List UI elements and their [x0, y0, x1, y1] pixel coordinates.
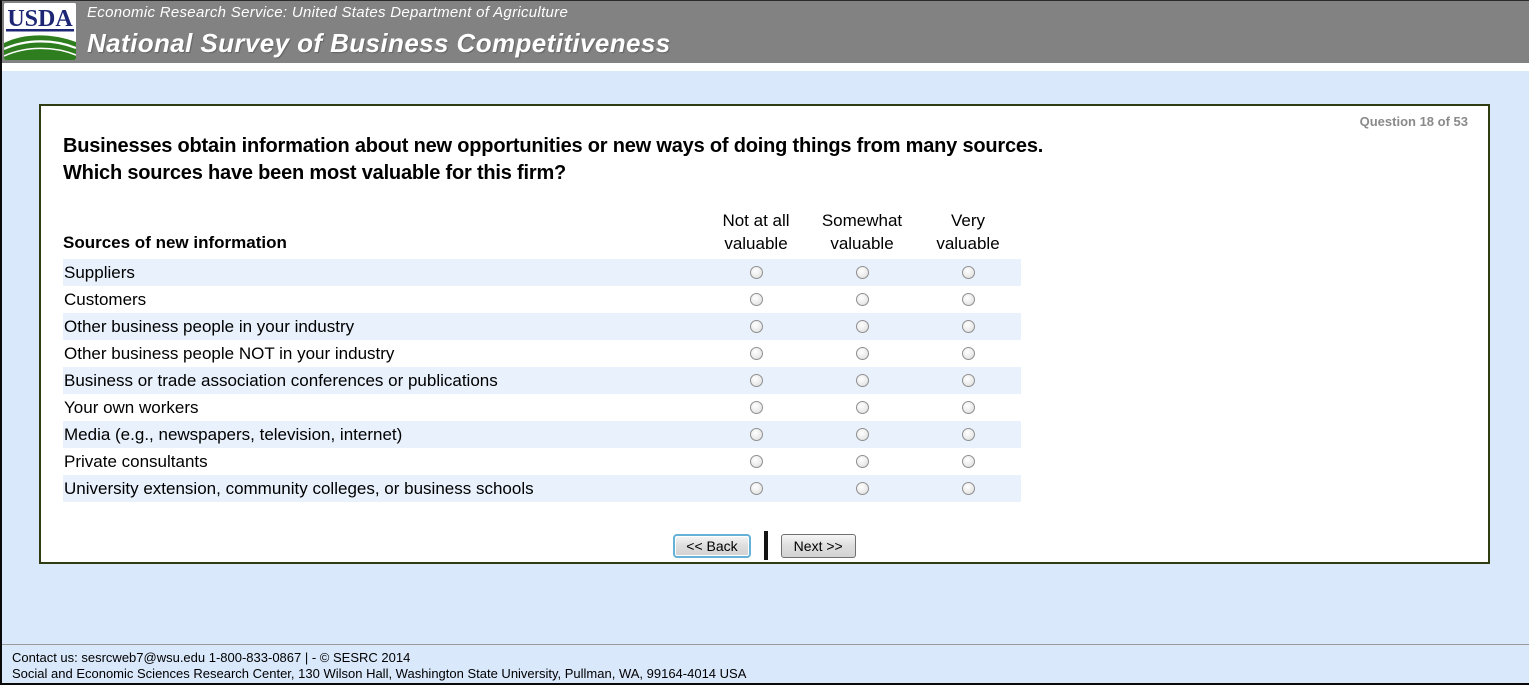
- footer-address-line: Social and Economic Sciences Research Ce…: [12, 666, 747, 681]
- radio-very-valuable[interactable]: [961, 266, 975, 279]
- radio-not-at-all-valuable[interactable]: [749, 374, 763, 387]
- radio-not-at-all-valuable[interactable]: [749, 401, 763, 414]
- row-label: Business or trade association conference…: [64, 370, 498, 390]
- survey-table: Sources of new information Not at all va…: [63, 209, 1021, 502]
- table-row: Other business people NOT in your indust…: [63, 340, 1021, 367]
- column-header-not-at-all: Not at all valuable: [722, 211, 790, 253]
- page-header: USDA Economic Research Service: United S…: [2, 1, 1529, 63]
- row-label: Other business people in your industry: [64, 316, 355, 336]
- column-header-very: Very valuable: [936, 211, 1000, 253]
- question-box: Question 18 of 53 Businesses obtain info…: [39, 104, 1490, 564]
- usda-logo-icon: USDA: [4, 3, 76, 60]
- radio-somewhat-valuable[interactable]: [855, 293, 869, 306]
- next-button[interactable]: Next >>: [780, 533, 856, 558]
- agency-line: Economic Research Service: United States…: [87, 4, 569, 21]
- radio-very-valuable[interactable]: [961, 293, 975, 306]
- header-text-block: Economic Research Service: United States…: [87, 4, 671, 59]
- question-progress: Question 18 of 53: [1359, 114, 1468, 129]
- table-row: Customers: [63, 286, 1021, 313]
- usda-logo: USDA: [4, 3, 76, 60]
- radio-very-valuable[interactable]: [961, 320, 975, 333]
- table-row: Private consultants: [63, 448, 1021, 475]
- table-row: Your own workers: [63, 394, 1021, 421]
- usda-logo-text: USDA: [7, 6, 73, 32]
- row-label: Private consultants: [64, 451, 208, 471]
- table-header-row: Sources of new information Not at all va…: [63, 209, 1021, 259]
- radio-very-valuable[interactable]: [961, 347, 975, 360]
- main-area: Question 18 of 53 Businesses obtain info…: [2, 71, 1529, 644]
- footer-contact-line: Contact us: sesrcweb7@wsu.edu 1-800-833-…: [12, 650, 411, 665]
- radio-very-valuable[interactable]: [961, 428, 975, 441]
- row-label: Media (e.g., newspapers, television, int…: [64, 424, 403, 444]
- table-row: Other business people in your industry: [63, 313, 1021, 340]
- row-label: Other business people NOT in your indust…: [64, 343, 395, 363]
- radio-not-at-all-valuable[interactable]: [749, 347, 763, 360]
- question-text: Businesses obtain information about new …: [63, 133, 1043, 187]
- row-label: Customers: [64, 289, 147, 309]
- radio-very-valuable[interactable]: [961, 482, 975, 495]
- table-row: University extension, community colleges…: [63, 475, 1021, 502]
- navigation-row: << Back Next >>: [41, 531, 1488, 560]
- radio-somewhat-valuable[interactable]: [855, 482, 869, 495]
- question-line-1: Businesses obtain information about new …: [63, 135, 1044, 157]
- radio-somewhat-valuable[interactable]: [855, 455, 869, 468]
- row-label: Your own workers: [64, 397, 199, 417]
- radio-very-valuable[interactable]: [961, 455, 975, 468]
- header-gap: [2, 63, 1529, 71]
- radio-not-at-all-valuable[interactable]: [749, 455, 763, 468]
- radio-very-valuable[interactable]: [961, 401, 975, 414]
- radio-somewhat-valuable[interactable]: [855, 374, 869, 387]
- radio-somewhat-valuable[interactable]: [855, 347, 869, 360]
- page-footer: Contact us: sesrcweb7@wsu.edu 1-800-833-…: [2, 644, 1529, 683]
- question-line-2: Which sources have been most valuable fo…: [63, 162, 567, 184]
- column-header-somewhat: Somewhat valuable: [821, 211, 903, 253]
- radio-not-at-all-valuable[interactable]: [749, 482, 763, 495]
- button-divider: [763, 531, 768, 560]
- table-row: Media (e.g., newspapers, television, int…: [63, 421, 1021, 448]
- radio-somewhat-valuable[interactable]: [855, 428, 869, 441]
- table-row: Suppliers: [63, 259, 1021, 286]
- radio-very-valuable[interactable]: [961, 374, 975, 387]
- radio-somewhat-valuable[interactable]: [855, 266, 869, 279]
- table-row: Business or trade association conference…: [63, 367, 1021, 394]
- radio-not-at-all-valuable[interactable]: [749, 266, 763, 279]
- radio-not-at-all-valuable[interactable]: [749, 428, 763, 441]
- row-label: Suppliers: [64, 262, 135, 282]
- back-button[interactable]: << Back: [673, 533, 751, 558]
- radio-not-at-all-valuable[interactable]: [749, 320, 763, 333]
- table-row-header: Sources of new information: [63, 233, 287, 252]
- radio-not-at-all-valuable[interactable]: [749, 293, 763, 306]
- survey-table-body: Suppliers Customers Other business peopl…: [63, 259, 1021, 502]
- radio-somewhat-valuable[interactable]: [855, 320, 869, 333]
- row-label: University extension, community colleges…: [64, 478, 534, 498]
- survey-title: National Survey of Business Competitiven…: [87, 28, 671, 58]
- radio-somewhat-valuable[interactable]: [855, 401, 869, 414]
